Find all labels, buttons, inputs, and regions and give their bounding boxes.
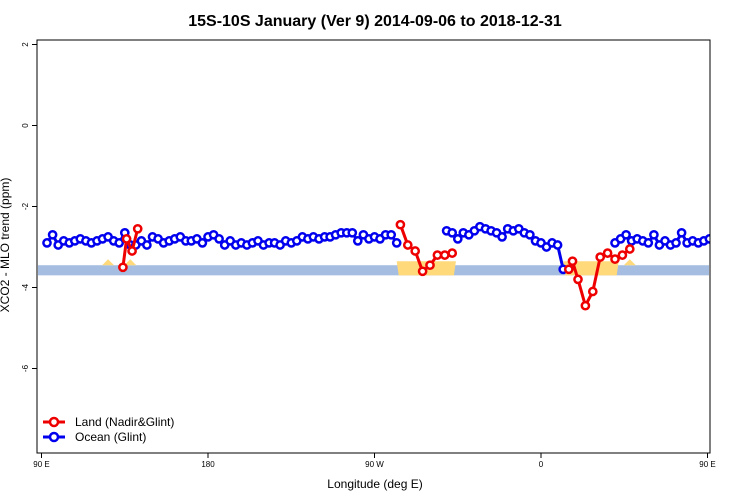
data-point [395,219,406,230]
data-point [497,232,507,242]
x-tick-label: 90 E [33,460,49,469]
data-point [717,241,724,248]
x-tick-label: 180 [201,460,215,469]
series-layer [42,219,750,311]
data-point [739,237,746,244]
legend-ocean-marker [48,431,60,443]
ocean-band [38,265,709,276]
data-point [671,238,681,248]
data-point [447,248,458,258]
data-point [704,234,710,244]
data-point [617,250,628,260]
data-point [711,237,718,244]
data-point [447,227,458,238]
legend-land-label: Land (Nadir&Glint) [75,415,174,429]
land-series [118,219,635,311]
x-tick-label: 0 [539,460,544,469]
data-point [643,238,654,248]
data-point [417,266,428,277]
y-axis-label: XCO2 - MLO trend (ppm) [0,178,12,313]
data-point [525,229,535,240]
land-patch [623,259,636,266]
data-point [425,260,435,271]
x-tick-label: 90 W [365,460,384,469]
plot-frame [36,39,711,454]
data-point [214,234,224,244]
data-point [602,248,613,258]
data-point [197,238,208,248]
y-tick-label: 0 [21,123,30,128]
data-point [410,246,421,256]
x-tick-label: 90 E [699,460,715,469]
land-patch [102,259,115,266]
data-point [142,240,152,250]
y-tick-label: -2 [21,202,30,210]
data-point [432,250,443,260]
data-point [734,239,741,246]
data-point [722,237,729,244]
data-point [114,238,125,248]
data-point [624,244,635,254]
x-axis-ticks: 90 E 180 90 W 0 90 E [33,453,716,469]
data-point [649,229,659,240]
data-point [452,234,463,244]
data-point [352,236,363,246]
data-point [47,229,58,240]
y-tick-label: 2 [21,42,30,47]
data-point [610,254,620,264]
y-tick-label: -6 [21,364,30,372]
legend-land-marker [48,416,60,428]
y-axis-ticks: 2 0 -2 -4 -6 [21,42,37,372]
x-axis-label: Longitude (deg E) [327,477,422,491]
data-point [127,246,137,256]
data-point [391,238,402,248]
data-point [347,227,358,238]
data-point [621,229,631,240]
data-point [42,238,52,248]
data-point [580,300,591,311]
land-mask-band [38,259,709,276]
data-point [567,256,578,267]
data-point [745,235,750,242]
chart-title: 15S-10S January (Ver 9) 2014-09-06 to 20… [188,13,562,30]
data-point [563,264,574,275]
data-point [121,234,132,244]
data-point [402,240,413,250]
data-point [386,229,397,240]
data-point [439,250,450,260]
data-point [587,286,598,297]
data-point [132,223,143,234]
data-point [676,227,687,238]
data-point [118,262,128,273]
data-point [728,237,735,244]
series-line [121,228,140,268]
y-tick-label: -4 [21,283,30,291]
land-patch [124,259,137,266]
data-point [552,240,563,250]
ocean-series [42,221,750,275]
data-point [573,274,583,285]
legend-ocean-label: Ocean (Glint) [75,430,146,444]
legend: Land (Nadir&Glint) Ocean (Glint) [43,415,174,444]
data-point [595,252,606,262]
